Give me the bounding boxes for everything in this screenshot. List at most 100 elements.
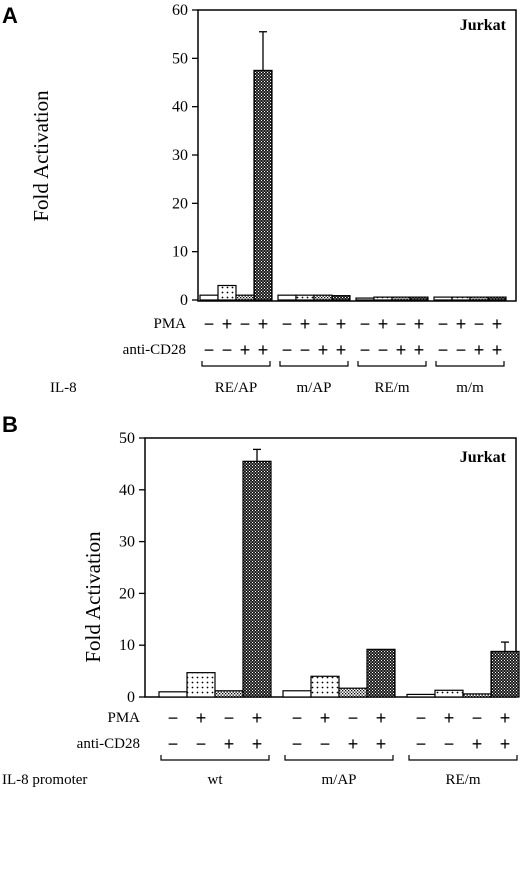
panel-a-group-bracket xyxy=(357,361,427,367)
panel-a-anti-cd28-sign: − xyxy=(438,340,449,360)
panel-a-anti-cd28-sign: − xyxy=(378,340,389,360)
panel-a-bar xyxy=(199,294,219,301)
panel-b-anti-cd28-sign: − xyxy=(444,734,455,754)
panel-b-y-tick-label: 10 xyxy=(119,637,135,654)
panel-a-pma-sign: − xyxy=(282,314,293,334)
panel-a-plot-frame xyxy=(197,9,517,302)
panel-a-pma-sign: + xyxy=(300,314,311,334)
panel-a-y-tick-label: 40 xyxy=(172,99,188,116)
panel-b-pma-sign: − xyxy=(224,708,235,728)
panel-a-bar xyxy=(451,296,471,301)
panel-b-anti-cd28-sign: − xyxy=(168,734,179,754)
panel-b-pma-sign: − xyxy=(168,708,179,728)
panel-b-pma-sign: + xyxy=(196,708,207,728)
panel-a-condition-rows: −−+−−+++RE/AP−−+−−+++m/AP−−+−−+++RE/m−−+… xyxy=(201,314,505,396)
panel-b-pma-sign: − xyxy=(348,708,359,728)
panel-a-pma-sign: − xyxy=(240,314,251,334)
panel-a-anti-cd28-sign: − xyxy=(300,340,311,360)
panel-b-bar xyxy=(158,691,188,698)
panel-a-anti-cd28-sign: − xyxy=(456,340,467,360)
panel-b-title: Jurkat xyxy=(460,449,507,466)
panel-b-y-tick-label: 20 xyxy=(119,585,135,602)
panel-a-group-bracket xyxy=(279,361,349,367)
panel-b-group-bracket xyxy=(160,755,270,761)
panel-b-pma-row-label: PMA xyxy=(107,710,140,726)
panel-a-pma-row-label: PMA xyxy=(153,316,186,332)
panel-b-pma-sign: + xyxy=(320,708,331,728)
panel-b-bar xyxy=(490,650,520,698)
panel-a-anti-cd28-row-label: anti-CD28 xyxy=(123,342,186,358)
panel-b-group-bracket xyxy=(408,755,518,761)
panel-a-pma-sign: − xyxy=(474,314,485,334)
panel-b-bar xyxy=(434,689,464,698)
panel-b-pma-sign: + xyxy=(500,708,511,728)
panel-a-anti-cd28-sign: + xyxy=(336,340,347,360)
panel-b-anti-cd28-sign: − xyxy=(416,734,427,754)
panel-a-pma-sign: + xyxy=(258,314,269,334)
panel-b-bar xyxy=(462,693,492,698)
panel-b-y-tick-label: 40 xyxy=(119,482,135,499)
panel-a-anti-cd28-sign: + xyxy=(492,340,503,360)
panel-a-pma-sign: + xyxy=(492,314,503,334)
panel-b-pma-sign: − xyxy=(416,708,427,728)
panel-a-y-tick-label: 30 xyxy=(172,147,188,164)
panel-a-bar xyxy=(487,296,507,301)
panel-b-anti-cd28-sign: + xyxy=(500,734,511,754)
panel-a-anti-cd28-sign: + xyxy=(396,340,407,360)
panel-a-anti-cd28-sign: − xyxy=(360,340,371,360)
panel-a-anti-cd28-sign: + xyxy=(414,340,425,360)
panel-b-anti-cd28-sign: + xyxy=(252,734,263,754)
panel-a-bar xyxy=(409,296,429,301)
panel-a-bar xyxy=(253,69,273,301)
panel-b-pma-sign: − xyxy=(472,708,483,728)
panel-b-anti-cd28-row-label: anti-CD28 xyxy=(77,736,140,752)
panel-a-group-label: m/m xyxy=(456,380,484,396)
panel-b-pma-sign: + xyxy=(252,708,263,728)
panel-a-y-tick-label: 60 xyxy=(172,2,188,19)
panel-b-group-row-label: IL-8 promoter xyxy=(2,772,87,788)
panel-a-pma-sign: + xyxy=(378,314,389,334)
panel-b-bar xyxy=(186,672,216,698)
panel-a-anti-cd28-sign: + xyxy=(474,340,485,360)
panel-a-pma-sign: − xyxy=(204,314,215,334)
panel-a-pma-sign: − xyxy=(396,314,407,334)
panel-b-bar xyxy=(242,460,272,698)
panel-a-group-label: RE/AP xyxy=(215,380,258,396)
panel-b-bar xyxy=(406,693,436,698)
panel-a-y-axis-label: Fold Activation xyxy=(29,90,53,222)
panel-a-bar xyxy=(433,296,453,301)
panel-a-bar xyxy=(235,294,255,301)
panel-b-group-label: RE/m xyxy=(445,772,480,788)
panel-a-group-bracket xyxy=(435,361,505,367)
panel-b-group-label: wt xyxy=(208,772,224,788)
panel-b-bars xyxy=(158,448,520,698)
panel-b-y-tick-label: 50 xyxy=(119,430,135,447)
panel-a-anti-cd28-sign: + xyxy=(240,340,251,360)
panel-b-pma-sign: + xyxy=(376,708,387,728)
panel-b-y-tick-label: 30 xyxy=(119,534,135,551)
panel-a-bar xyxy=(295,294,315,301)
panel-b-y-ticks: 0 10 20 30 40 50 xyxy=(119,430,145,706)
panel-a-bar xyxy=(391,296,411,301)
panel-a-y-tick-label: 20 xyxy=(172,195,188,212)
panel-b-y-tick-label: 0 xyxy=(127,689,135,706)
panel-b-bar xyxy=(214,690,244,698)
panel-b-anti-cd28-sign: − xyxy=(292,734,303,754)
panel-a-bar xyxy=(373,296,393,301)
panel-a-pma-sign: − xyxy=(318,314,329,334)
panel-a-pma-sign: + xyxy=(456,314,467,334)
panel-b-bar xyxy=(282,690,312,698)
panel-b-anti-cd28-sign: − xyxy=(196,734,207,754)
panel-a-group-label: m/AP xyxy=(296,380,331,396)
panel-a-pma-sign: + xyxy=(414,314,425,334)
panel-a-y-tick-label: 50 xyxy=(172,50,188,67)
panel-a-pma-sign: + xyxy=(222,314,233,334)
panel-b-pma-sign: + xyxy=(444,708,455,728)
panel-a-bar xyxy=(331,295,351,301)
panel-b-pma-sign: − xyxy=(292,708,303,728)
panel-a-y-tick-label: 10 xyxy=(172,244,188,261)
panel-a-bars xyxy=(199,31,507,301)
panel-b-condition-rows: −−+−−+++wt−−+−−+++m/AP−−+−−+++RE/m xyxy=(160,708,518,788)
